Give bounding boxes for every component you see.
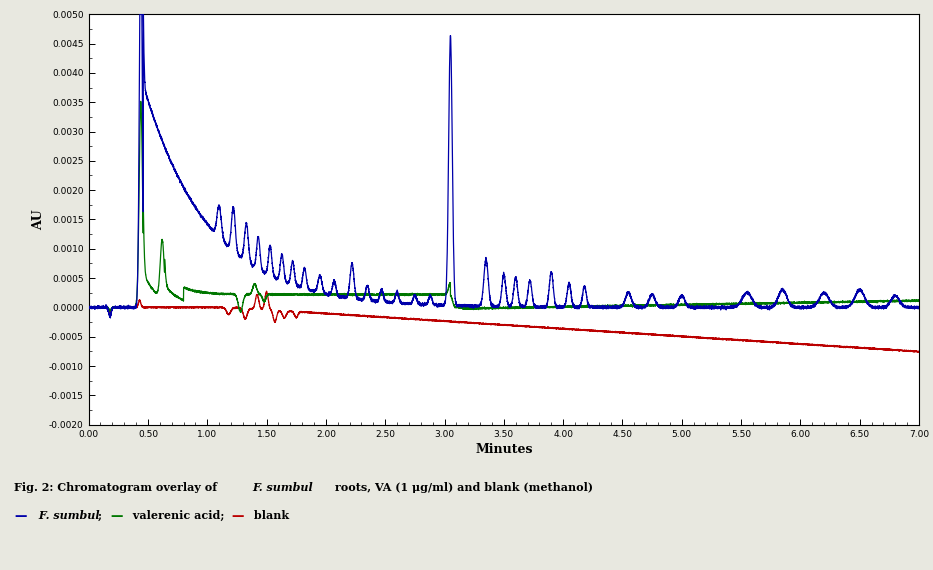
Text: valerenic acid;: valerenic acid; bbox=[129, 510, 228, 521]
Text: F. sumbul: F. sumbul bbox=[252, 482, 313, 492]
Text: —: — bbox=[231, 510, 244, 523]
Text: roots, VA (1 μg/ml) and blank (methanol): roots, VA (1 μg/ml) and blank (methanol) bbox=[331, 482, 593, 492]
Text: F. sumbul: F. sumbul bbox=[35, 510, 100, 521]
Text: Fig. 2: Chromatogram overlay of: Fig. 2: Chromatogram overlay of bbox=[14, 482, 221, 492]
X-axis label: Minutes: Minutes bbox=[475, 443, 533, 455]
Text: ;: ; bbox=[98, 510, 105, 521]
Text: —: — bbox=[14, 510, 26, 523]
Y-axis label: AU: AU bbox=[32, 209, 45, 230]
Text: blank: blank bbox=[250, 510, 289, 521]
Text: —: — bbox=[110, 510, 122, 523]
